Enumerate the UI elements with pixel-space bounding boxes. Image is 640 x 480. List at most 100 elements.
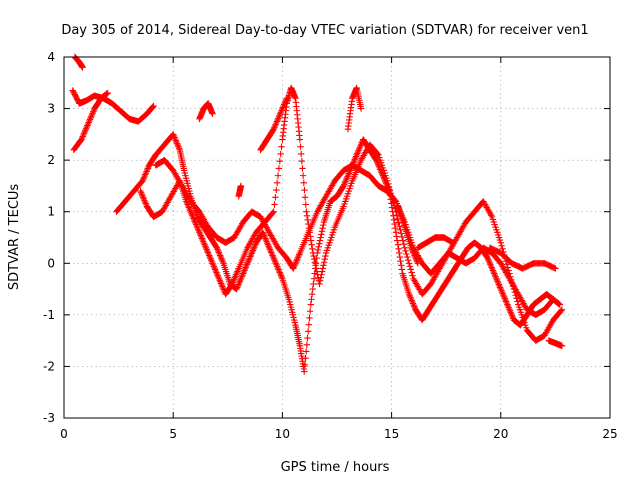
data-point xyxy=(249,248,256,256)
y-tick-label: -1 xyxy=(43,308,55,322)
data-point xyxy=(308,291,316,298)
data-point xyxy=(207,255,214,262)
series-track-g xyxy=(196,100,216,123)
data-point xyxy=(493,276,501,283)
data-point xyxy=(311,255,318,263)
data-point xyxy=(501,295,508,302)
data-point xyxy=(204,247,211,255)
data-point xyxy=(273,118,281,125)
data-point xyxy=(497,285,504,293)
data-point xyxy=(503,299,510,307)
data-point xyxy=(352,153,360,160)
data-point xyxy=(316,237,324,244)
data-point xyxy=(141,172,148,180)
data-point xyxy=(398,262,405,269)
data-point xyxy=(84,122,91,129)
data-point xyxy=(239,271,246,279)
series-track-i xyxy=(344,84,365,133)
data-point xyxy=(211,264,218,272)
data-point xyxy=(341,181,348,188)
series-track-m xyxy=(235,182,245,200)
data-point xyxy=(271,122,279,130)
data-point xyxy=(317,234,324,241)
x-tick-label: 15 xyxy=(384,427,399,441)
data-point xyxy=(237,276,244,283)
data-point xyxy=(88,113,95,120)
y-tick-label: -3 xyxy=(43,411,55,425)
data-point xyxy=(213,269,220,276)
data-point xyxy=(318,231,325,238)
data-point xyxy=(199,236,206,244)
data-point xyxy=(194,224,201,231)
data-point xyxy=(413,258,421,265)
data-point xyxy=(351,156,358,163)
series-track-a xyxy=(69,87,157,125)
data-point xyxy=(189,213,197,221)
data-point xyxy=(233,269,240,277)
data-point xyxy=(322,252,329,260)
data-point xyxy=(191,218,199,225)
data-point xyxy=(251,244,258,251)
data-point xyxy=(244,259,251,266)
data-point xyxy=(243,262,250,270)
data-point xyxy=(266,246,274,253)
data-point xyxy=(343,174,351,182)
data-point xyxy=(298,157,306,165)
data-point xyxy=(494,278,501,285)
data-point xyxy=(340,182,347,190)
x-tick-label: 10 xyxy=(275,427,290,441)
data-point xyxy=(219,284,227,292)
data-point xyxy=(318,268,326,275)
data-point xyxy=(82,125,90,132)
data-point xyxy=(318,228,326,235)
data-point xyxy=(398,233,406,241)
data-point xyxy=(310,280,317,288)
data-point xyxy=(352,154,359,162)
data-point xyxy=(557,307,565,314)
data-point xyxy=(142,169,150,177)
data-point xyxy=(303,212,311,220)
data-point xyxy=(278,107,285,114)
data-point xyxy=(271,124,278,131)
data-point xyxy=(341,179,349,187)
data-point xyxy=(259,229,266,236)
data-point xyxy=(204,249,212,256)
y-axis: -3 -2 -1 0 1 2 3 4 xyxy=(43,50,610,425)
data-point xyxy=(293,257,300,264)
data-point xyxy=(273,179,281,187)
data-point xyxy=(187,209,195,216)
data-point xyxy=(268,249,275,256)
data-point xyxy=(273,263,281,270)
data-point xyxy=(487,261,494,268)
data-point xyxy=(193,222,200,230)
data-point xyxy=(249,247,257,254)
data-point xyxy=(507,309,514,316)
data-point xyxy=(188,210,195,217)
data-point xyxy=(508,312,516,319)
y-tick-label: 1 xyxy=(47,205,55,219)
x-tick-label: 5 xyxy=(169,427,177,441)
data-point xyxy=(234,268,241,275)
data-point xyxy=(184,201,191,208)
y-tick-label: 2 xyxy=(47,153,55,167)
data-point xyxy=(138,190,145,198)
data-point xyxy=(497,239,504,246)
data-point xyxy=(492,273,499,280)
data-point xyxy=(87,114,94,122)
data-point xyxy=(487,262,495,270)
data-point xyxy=(408,246,416,253)
data-point xyxy=(490,268,497,276)
data-point xyxy=(290,265,297,272)
data-point xyxy=(260,232,268,239)
data-point xyxy=(558,306,566,313)
series-track-b xyxy=(71,53,86,71)
data-point xyxy=(384,177,391,184)
series-track-l xyxy=(545,337,566,349)
data-point xyxy=(78,136,85,143)
data-point xyxy=(313,265,320,272)
data-point xyxy=(277,108,285,116)
data-point xyxy=(410,250,418,258)
data-point xyxy=(391,220,398,228)
data-point xyxy=(173,138,180,146)
data-point xyxy=(139,192,146,199)
